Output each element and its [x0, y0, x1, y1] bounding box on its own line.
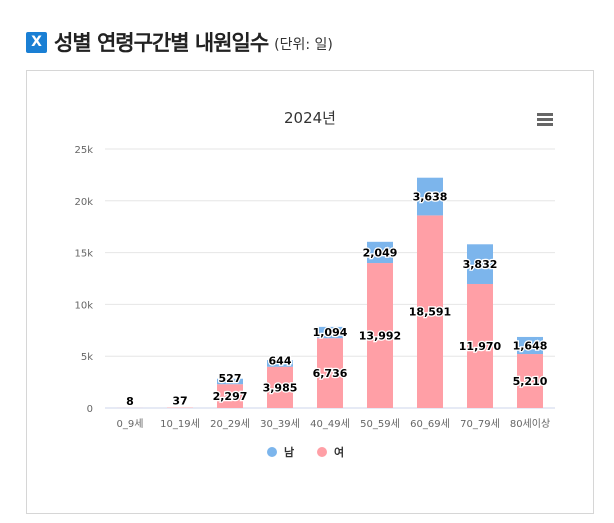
chart-menu-icon[interactable]	[537, 113, 553, 128]
x-tick-label: 30_39세	[260, 418, 300, 430]
bar-female[interactable]	[317, 338, 343, 408]
x-tick-label: 60_69세	[410, 418, 450, 430]
x-tick-label: 80세이상	[510, 418, 550, 430]
data-label: 3,832	[463, 258, 498, 271]
bar-male[interactable]	[517, 336, 543, 355]
data-label: 6,736	[313, 367, 348, 380]
bar-male[interactable]	[467, 244, 493, 284]
data-label: 13,992	[359, 330, 401, 343]
bar-female[interactable]	[217, 384, 243, 408]
logo-icon: X	[26, 31, 47, 53]
bar-male[interactable]	[317, 326, 343, 339]
x-tick-label: 0_9세	[117, 418, 144, 430]
y-tick-label: 10k	[74, 300, 93, 311]
data-label: 18,591	[409, 306, 451, 319]
data-label: 2,049	[363, 246, 398, 259]
y-tick-label: 5k	[81, 352, 93, 363]
data-label: 2,297	[213, 390, 248, 403]
y-tick-label: 25k	[74, 145, 93, 156]
header: X 성별 연령구간별 내원일수 (단위: 일)	[26, 27, 333, 57]
data-label: 1,094	[313, 326, 348, 339]
page-title: 성별 연령구간별 내원일수	[54, 31, 269, 55]
data-label: 3,638	[413, 191, 448, 204]
data-label: 37	[172, 395, 187, 408]
bar-male[interactable]	[217, 378, 243, 385]
chart-container	[26, 70, 594, 514]
x-tick-label: 40_49세	[310, 418, 350, 430]
chart-title: 2024년	[284, 109, 336, 127]
bar-female[interactable]	[367, 263, 393, 408]
data-label: 527	[219, 372, 242, 385]
bar-female[interactable]	[467, 283, 493, 408]
x-tick-label: 10_19세	[160, 418, 200, 430]
legend-item[interactable]: 남	[284, 446, 294, 459]
data-label: 644	[269, 355, 292, 368]
data-label: 11,970	[459, 340, 502, 353]
y-tick-label: 0	[87, 404, 93, 415]
legend-item[interactable]: 여	[334, 445, 344, 459]
y-tick-label: 20k	[74, 197, 93, 208]
x-tick-label: 70_79세	[460, 418, 500, 430]
bar-female[interactable]	[417, 215, 443, 408]
bar-male[interactable]	[267, 360, 293, 367]
x-tick-label: 20_29세	[210, 418, 250, 430]
bar-female[interactable]	[267, 366, 293, 408]
bar-male[interactable]	[417, 177, 443, 216]
legend-marker[interactable]	[267, 447, 277, 457]
y-tick-label: 15k	[74, 249, 93, 260]
data-label: 1,648	[513, 339, 548, 352]
x-tick-label: 50_59세	[360, 418, 400, 430]
data-label: 5,210	[513, 375, 548, 388]
unit-label: (단위: 일)	[274, 37, 333, 53]
legend-marker[interactable]	[317, 447, 327, 457]
data-label: 3,985	[263, 381, 298, 394]
bar-female[interactable]	[517, 354, 543, 408]
bar-male[interactable]	[367, 241, 393, 264]
data-label: 8	[126, 395, 134, 408]
